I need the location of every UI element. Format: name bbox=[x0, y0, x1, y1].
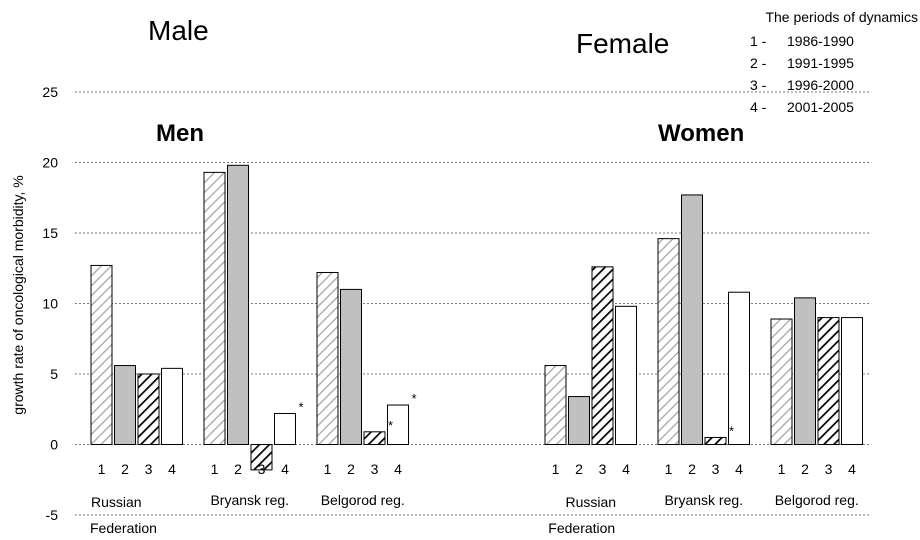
period-label: 1 bbox=[211, 461, 219, 477]
period-label: 3 bbox=[599, 461, 607, 477]
grid-lines bbox=[75, 91, 870, 516]
period-label: 4 bbox=[735, 461, 743, 477]
bar-men-g1-p2 bbox=[114, 365, 136, 446]
y-tick-label: 20 bbox=[42, 155, 58, 171]
bar-women-g2-p2 bbox=[681, 194, 703, 445]
legend-item-number: 4 - bbox=[750, 99, 767, 115]
male-heading: Male bbox=[148, 15, 209, 46]
period-label: 3 bbox=[145, 461, 153, 477]
period-label: 1 bbox=[552, 461, 560, 477]
region-label: Bryansk reg. bbox=[664, 492, 743, 508]
period-label: 4 bbox=[168, 461, 176, 477]
period-label: 3 bbox=[371, 461, 379, 477]
bar-men-g1-p1 bbox=[90, 264, 113, 445]
period-label: 4 bbox=[281, 461, 289, 477]
y-tick-label: 0 bbox=[50, 437, 58, 453]
period-label: 2 bbox=[347, 461, 355, 477]
significance-asterisk: * bbox=[412, 391, 417, 406]
legend-item-range: 1991-1995 bbox=[787, 55, 854, 71]
period-label: 2 bbox=[801, 461, 809, 477]
region-label: Bryansk reg. bbox=[210, 492, 289, 508]
period-label: 3 bbox=[712, 461, 720, 477]
significance-asterisk: * bbox=[729, 423, 734, 438]
bar-women-g3-p4 bbox=[841, 317, 863, 446]
bar-women-g3-p1 bbox=[770, 318, 793, 446]
men-panel-title: Men bbox=[156, 120, 204, 147]
bar-men-g2-p1 bbox=[203, 171, 226, 445]
bar-women-g2-p1 bbox=[657, 238, 680, 445]
y-tick-label: 25 bbox=[42, 84, 58, 100]
bar-men-g1-p3 bbox=[137, 373, 160, 445]
period-label: 2 bbox=[575, 461, 583, 477]
period-label: 4 bbox=[622, 461, 630, 477]
significance-asterisk: * bbox=[388, 418, 393, 433]
region-label: Belgorod reg. bbox=[775, 492, 859, 508]
legend-title: The periods of dynamics bbox=[765, 9, 918, 25]
significance-asterisk: * bbox=[299, 399, 304, 414]
period-label: 4 bbox=[848, 461, 856, 477]
bar-women-g3-p2 bbox=[794, 297, 816, 445]
legend-item-number: 3 - bbox=[750, 77, 767, 93]
bar-women-g2-p3 bbox=[704, 436, 727, 446]
period-label: 3 bbox=[258, 461, 266, 477]
female-heading: Female bbox=[576, 28, 669, 59]
period-label: 2 bbox=[234, 461, 242, 477]
y-tick-label: 5 bbox=[50, 366, 58, 382]
bars bbox=[90, 164, 863, 471]
legend-item-number: 2 - bbox=[750, 55, 767, 71]
period-label: 2 bbox=[121, 461, 129, 477]
y-tick-label: -5 bbox=[46, 507, 59, 523]
region-label: Russian bbox=[91, 494, 142, 510]
bar-men-g3-p2 bbox=[340, 288, 362, 445]
bar-men-g2-p2 bbox=[227, 164, 249, 445]
bar-women-g2-p4 bbox=[728, 291, 750, 445]
bar-men-g3-p1 bbox=[316, 271, 339, 446]
period-label: 1 bbox=[98, 461, 106, 477]
period-label: 4 bbox=[394, 461, 402, 477]
region-label: Russian bbox=[565, 494, 616, 510]
bar-women-g1-p4 bbox=[615, 305, 637, 445]
legend-item-range: 2001-2005 bbox=[787, 99, 854, 115]
legend-item-range: 1996-2000 bbox=[787, 77, 854, 93]
y-axis-label: growth rate of oncological morbidity, % bbox=[10, 175, 26, 414]
region-label: Belgorod reg. bbox=[321, 492, 405, 508]
y-tick-label: 15 bbox=[42, 225, 58, 241]
y-tick-labels: -5 0 5 10 15 20 25 bbox=[42, 84, 58, 523]
region-label-line2: Federation bbox=[90, 520, 157, 536]
period-label: 1 bbox=[778, 461, 786, 477]
bar-men-g3-p3 bbox=[363, 431, 386, 445]
period-label: 3 bbox=[825, 461, 833, 477]
legend: The periods of dynamics 1 - 1986-1990 2 - 1… bbox=[750, 9, 918, 115]
period-label: 2 bbox=[688, 461, 696, 477]
period-label: 1 bbox=[324, 461, 332, 477]
legend-item-number: 1 - bbox=[750, 33, 767, 49]
bar-women-g1-p1 bbox=[544, 365, 567, 446]
bar-women-g1-p2 bbox=[568, 396, 590, 445]
bar-men-g3-p4 bbox=[387, 404, 409, 445]
period-label: 1 bbox=[665, 461, 673, 477]
legend-item-range: 1986-1990 bbox=[787, 33, 854, 49]
bar-men-g2-p3 bbox=[250, 444, 273, 471]
women-panel-title: Women bbox=[658, 120, 744, 147]
bar-women-g1-p3 bbox=[591, 266, 614, 445]
y-tick-label: 10 bbox=[42, 296, 58, 312]
bar-men-g2-p4 bbox=[274, 412, 296, 446]
region-label-line2: Federation bbox=[548, 520, 615, 536]
bar-men-g1-p4 bbox=[161, 367, 183, 445]
bar-women-g3-p3 bbox=[817, 317, 840, 446]
